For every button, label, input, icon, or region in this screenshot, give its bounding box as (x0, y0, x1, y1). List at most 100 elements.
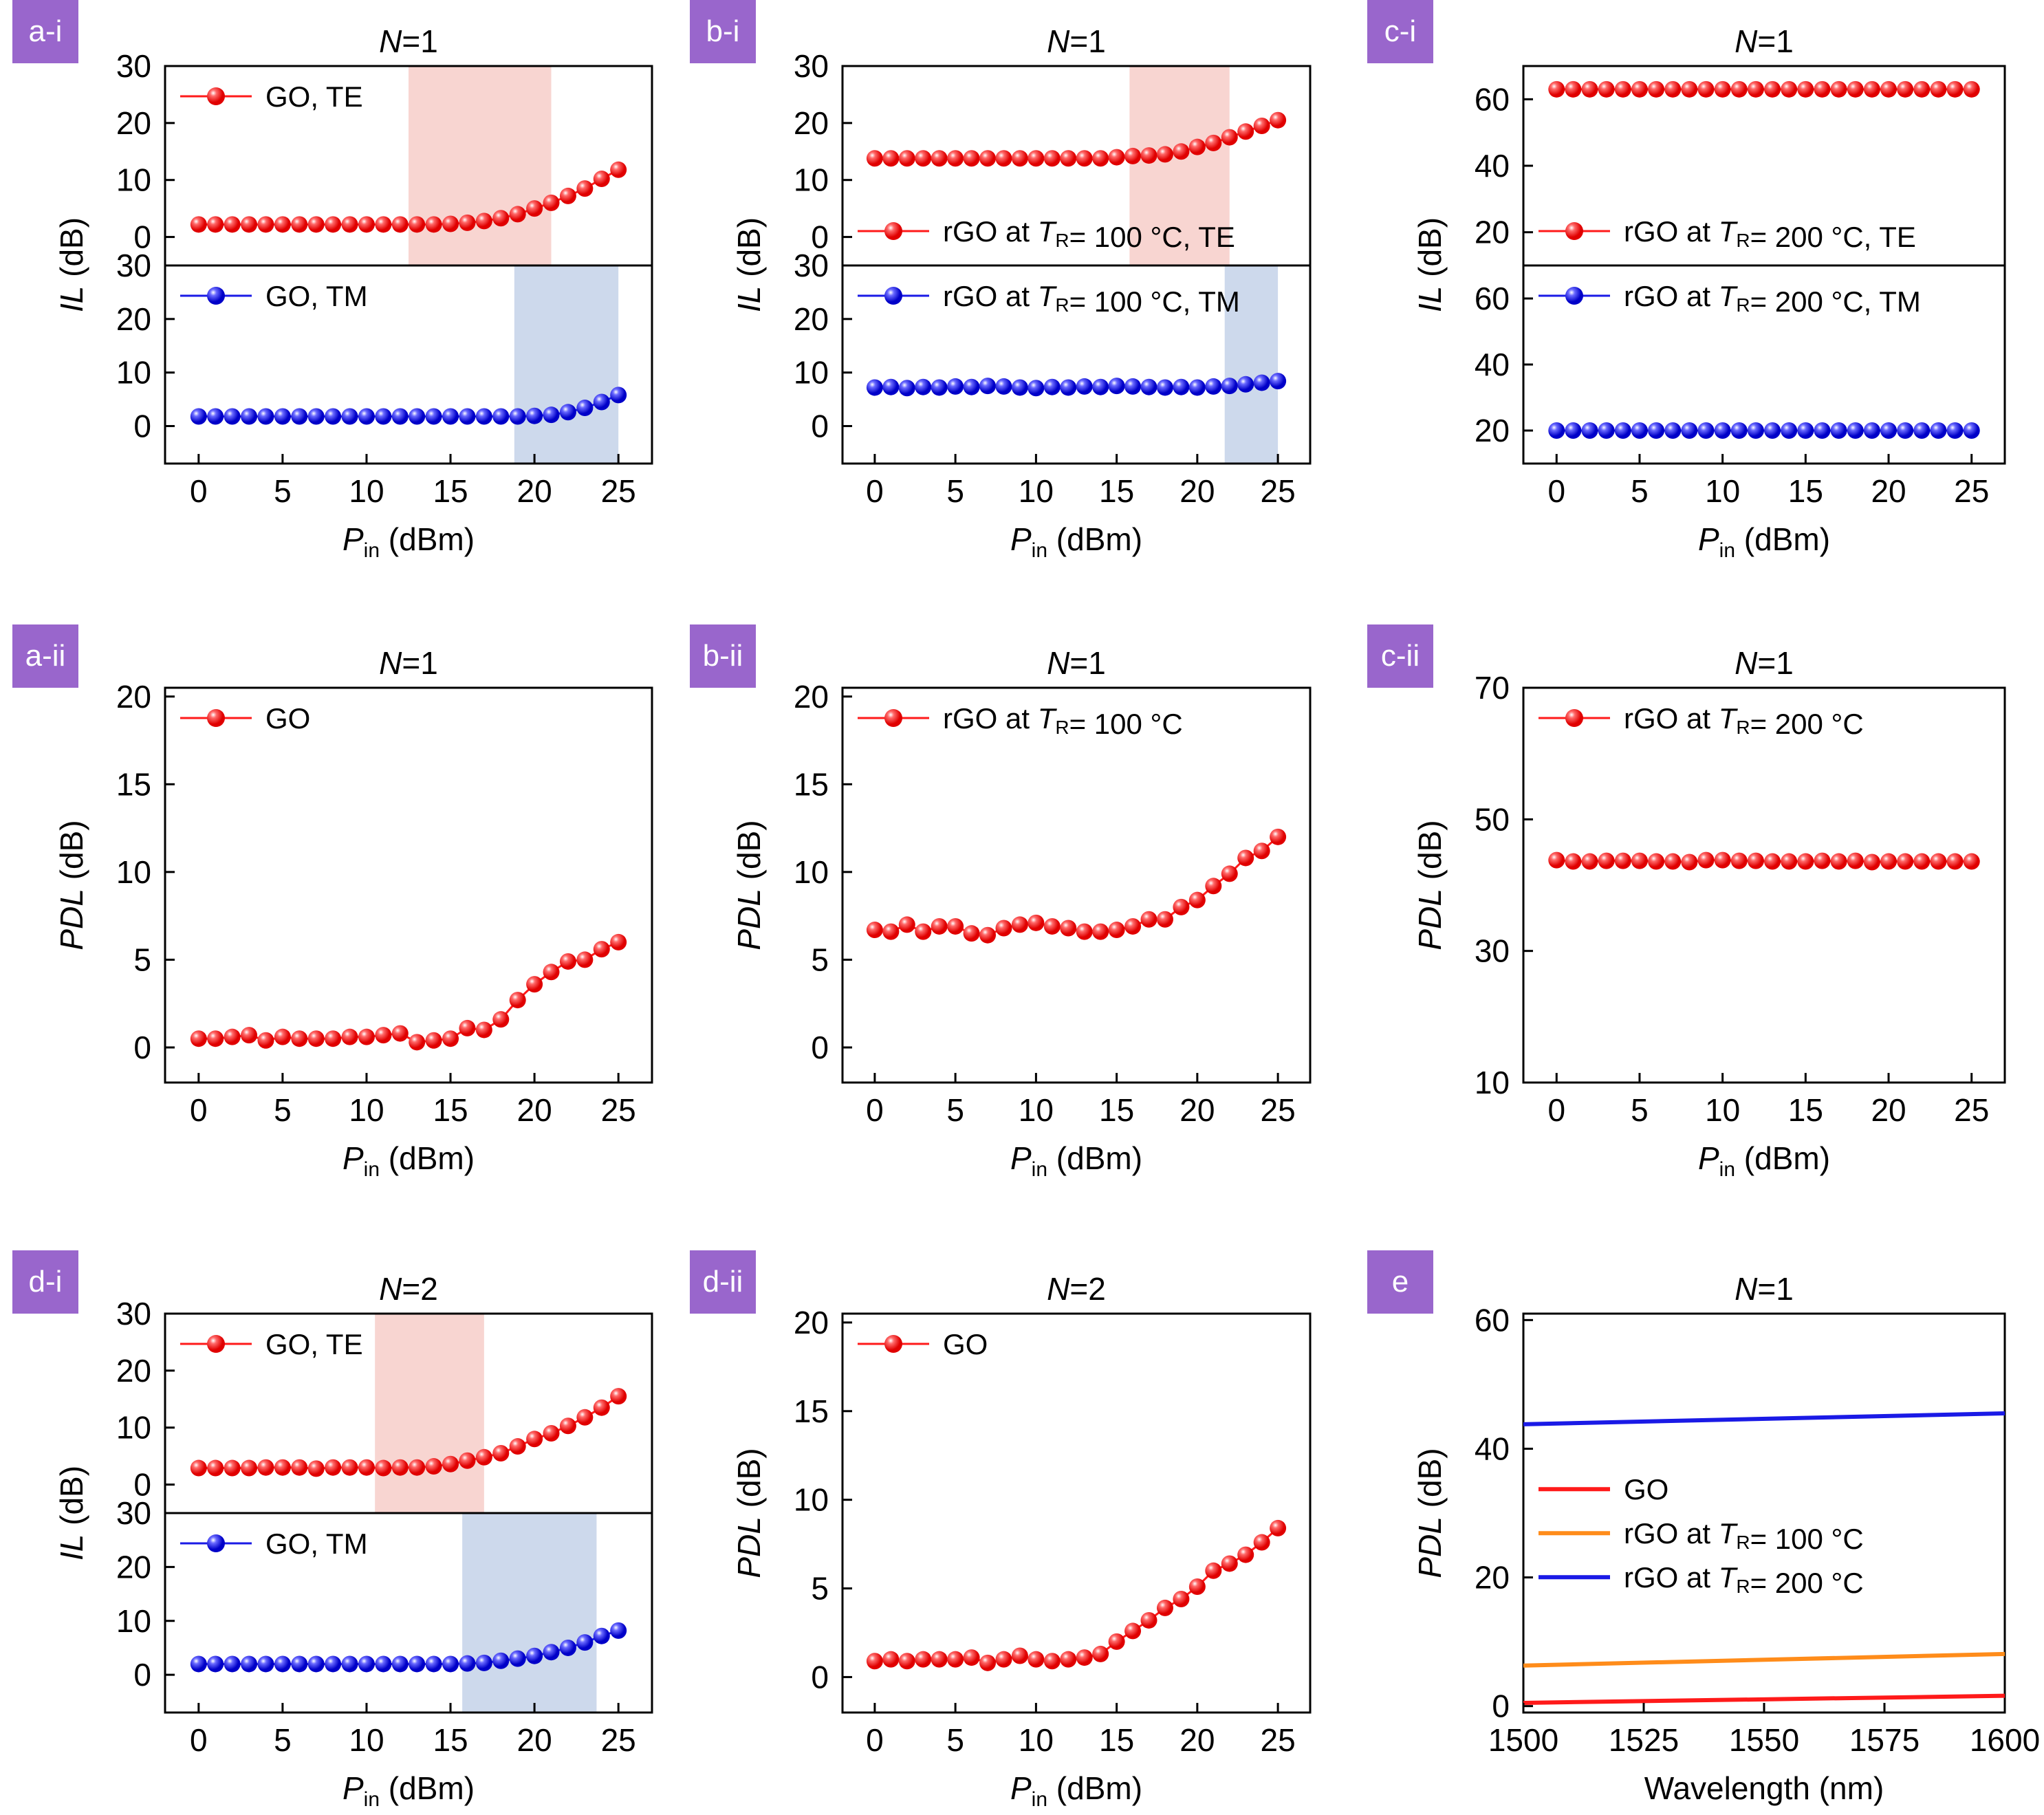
legend-marker (207, 1534, 225, 1552)
panel-title: N=1 (1735, 645, 1794, 681)
legend-marker (884, 222, 902, 240)
x-axis-label: Pin (dBm) (1010, 1770, 1142, 1811)
y-tick-label: 20 (794, 105, 829, 141)
data-point (543, 406, 560, 424)
panel-title: N=1 (1735, 1271, 1794, 1307)
data-point (1028, 1651, 1045, 1668)
data-point (241, 1459, 258, 1477)
subplot: 20 40 60 rGO at TR= 200 °C, TE (1475, 65, 2006, 267)
data-point (882, 150, 900, 167)
x-tick-label: 0 (1547, 1092, 1565, 1128)
data-point (1043, 150, 1061, 167)
legend-marker (1565, 222, 1583, 240)
data-point (1664, 853, 1682, 870)
series-line-blue (1523, 1411, 2005, 1426)
x-tick-label: 10 (349, 1722, 384, 1758)
data-point (1124, 378, 1142, 395)
x-tick-label: 5 (274, 473, 292, 509)
data-point (257, 216, 274, 233)
data-point (1108, 1633, 1125, 1650)
data-point (995, 920, 1012, 937)
data-point (882, 378, 900, 395)
data-point (207, 1030, 224, 1047)
data-point (358, 1459, 375, 1476)
data-point (1747, 80, 1764, 98)
y-axis-label: IL (dB) (731, 217, 767, 312)
y-axis-label: PDL (dB) (1412, 820, 1448, 950)
data-point (358, 216, 375, 233)
data-point (1140, 911, 1157, 928)
x-tick-label: 5 (946, 1722, 964, 1758)
data-point (1930, 853, 1947, 870)
data-point (1930, 422, 1947, 439)
data-point (274, 216, 291, 233)
series-line-red (1523, 1693, 2005, 1705)
data-point (459, 408, 476, 425)
y-tick-label: 30 (794, 248, 829, 283)
x-tick-label: 10 (1705, 473, 1740, 509)
x-tick-label: 1550 (1729, 1722, 1799, 1758)
highlight-band (1129, 66, 1230, 265)
data-point (391, 1655, 409, 1673)
data-point (509, 1438, 526, 1455)
data-point (526, 200, 543, 217)
y-tick-label: 0 (133, 1657, 151, 1693)
panel-badge-label: d-i (29, 1265, 63, 1298)
panel-c-ii: c-ii N=1 10 30 50 70 rGO at TR= 200 °C 0 5 10 15 20… (1367, 624, 2006, 1181)
data-point (274, 1028, 291, 1045)
data-point (610, 387, 627, 404)
x-tick-label: 15 (1099, 473, 1134, 509)
y-tick-label: 40 (1475, 148, 1510, 184)
data-point (1880, 80, 1898, 98)
data-point (442, 1655, 459, 1673)
data-point (543, 964, 560, 981)
legend-label: GO, TM (265, 1528, 368, 1560)
data-point (1697, 422, 1715, 439)
x-tick-label: 10 (349, 1092, 384, 1128)
panel-badge-label: b-ii (703, 639, 743, 673)
data-point (1714, 80, 1731, 98)
data-point (1108, 922, 1125, 939)
data-point (190, 408, 207, 425)
data-point (559, 187, 576, 204)
y-tick-label: 0 (133, 1467, 151, 1503)
data-point (274, 1655, 291, 1673)
y-tick-label: 20 (116, 301, 151, 337)
data-point (543, 1425, 560, 1442)
x-tick-label: 0 (1547, 473, 1565, 509)
x-tick-label: 25 (1954, 1092, 1989, 1128)
data-point (915, 1651, 932, 1668)
y-tick-label: 10 (116, 162, 151, 198)
data-point (526, 976, 543, 993)
x-axis-label: Pin (dBm) (1010, 521, 1142, 562)
data-point (1221, 865, 1238, 882)
data-point (509, 1650, 526, 1667)
data-point (190, 1030, 207, 1047)
legend-label: rGO at TR= 100 °C, TE (943, 215, 1235, 253)
data-point (915, 378, 932, 395)
data-point (341, 216, 358, 233)
legend-marker (207, 1335, 225, 1353)
series-line-red (874, 1527, 1279, 1664)
data-point (509, 206, 526, 223)
x-tick-label: 15 (1099, 1722, 1134, 1758)
data-point (1011, 150, 1028, 167)
data-point (526, 1431, 543, 1448)
panel-title: N=1 (379, 645, 438, 681)
axes-frame (841, 264, 1312, 465)
panel-badge (12, 0, 78, 63)
x-tick-label: 0 (190, 1092, 208, 1128)
data-point (1043, 917, 1061, 935)
data-point (1830, 853, 1847, 870)
y-tick-label: 10 (794, 854, 829, 890)
data-point (610, 933, 627, 950)
y-tick-label: 10 (116, 355, 151, 391)
panel-d-i: d-i N=2 0 10 20 30 GO, TE 0 10 20 30 GO, TM 0 5 10 15 20… (12, 1250, 653, 1811)
y-tick-label: 30 (1475, 933, 1510, 969)
data-point (325, 1459, 342, 1476)
data-point (459, 1452, 476, 1469)
x-tick-label: 15 (1099, 1092, 1134, 1128)
data-point (593, 1399, 610, 1416)
data-point (1847, 80, 1864, 98)
